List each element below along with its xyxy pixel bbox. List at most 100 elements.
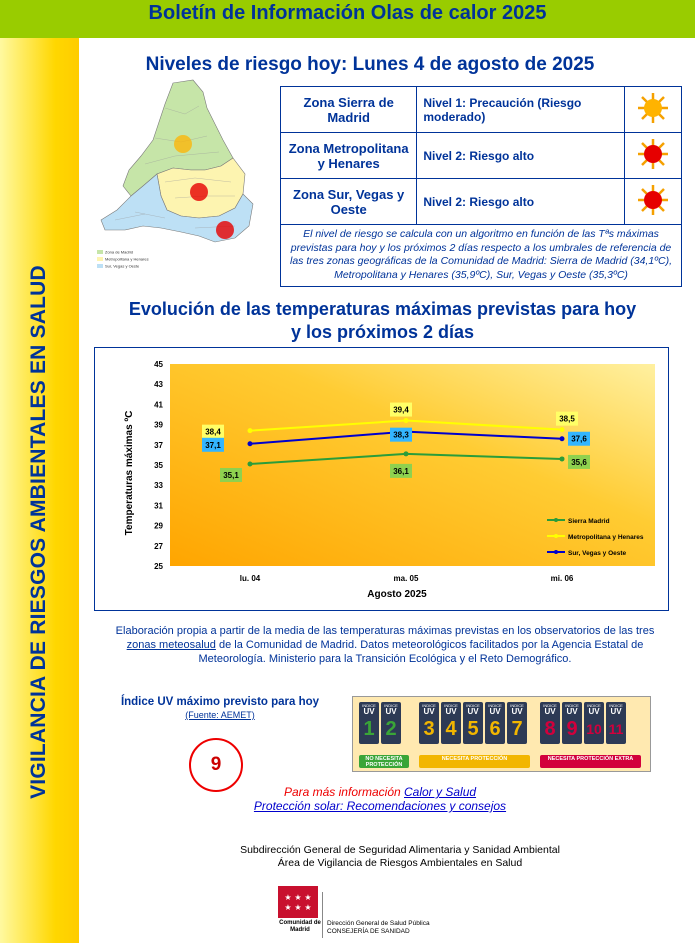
uv-tile-number: 5 [467, 718, 479, 740]
uv-tile-number: 7 [511, 718, 523, 740]
data-point [403, 451, 409, 457]
chart-title-line2: y los próximos 2 días [290, 322, 475, 342]
header-bar: Boletín de Información Olas de calor 202… [0, 0, 695, 38]
uv-tile-number: 9 [566, 718, 578, 740]
uv-tile-tag: INDICE [543, 703, 557, 708]
y-tick-label: 31 [154, 501, 163, 510]
y-tick-label: 35 [154, 461, 163, 470]
sidebar-vertical-title: VIGILANCIA DE RIESGOS AMBIENTALES EN SAL… [21, 234, 57, 830]
data-point [247, 461, 253, 467]
chart-caption: Elaboración propia a partir de la media … [110, 624, 660, 666]
uv-tile-uv: UV [489, 707, 501, 716]
footer-department: Subdirección General de Seguridad Alimen… [200, 844, 600, 870]
uv-tile: INDICE UV 7 [507, 702, 527, 744]
sidebar-vertical-text: VIGILANCIA DE RIESGOS AMBIENTALES EN SAL… [27, 265, 50, 799]
data-point [403, 418, 409, 424]
y-tick-label: 39 [154, 421, 163, 430]
y-tick-label: 41 [154, 400, 163, 409]
data-label-box [220, 467, 242, 482]
risk-note: El nivel de riesgo se calcula con un alg… [280, 224, 682, 287]
x-tick-label: lu. 04 [240, 574, 261, 583]
uv-group-label: NECESITA PROTECCIÓN EXTRA [540, 755, 641, 768]
data-label-box [390, 427, 412, 442]
caption-link-zonas[interactable]: zonas meteosalud [126, 639, 216, 651]
stars-icon: ★ ★ ★ ★ ★ ★ [284, 893, 311, 912]
uv-group: INDICE UV 1 INDICE UV 2 NO NECESITA PROTECCIÓN [356, 700, 412, 770]
uv-source-link[interactable]: (Fuente: AEMET) [185, 710, 255, 720]
link-calor-salud[interactable]: Calor y Salud [404, 785, 477, 799]
dg-line1: Dirección General de Salud Pública [327, 920, 430, 927]
bulletin-title: Boletín de Información Olas de calor 202… [148, 2, 547, 24]
footer-line2: Área de Vigilancia de Riesgos Ambientale… [277, 857, 523, 869]
uv-tile: INDICE UV 1 [359, 702, 379, 744]
uv-tile: INDICE UV 2 [381, 702, 401, 744]
temperature-chart-box: 25 27 29 31 33 35 37 39 41 43 45 lu. 04 ma. 05 mi. 0… [94, 347, 669, 611]
more-info: Para más información Calor y Salud Prote… [230, 785, 530, 813]
caption-part2: de la Comunidad de Madrid. Datos meteoro… [198, 639, 644, 665]
data-label: 38,4 [205, 428, 221, 437]
legend-label: Metropolitana y Henares [568, 534, 644, 541]
uv-tile-number: 2 [385, 718, 397, 740]
uv-tile-number: 3 [423, 718, 435, 740]
zone-name: Zona Metropolitana y Henares [279, 132, 418, 179]
map-legend-metro: Metropolitana y Henares [105, 257, 149, 262]
zone-level: Nivel 2: Riesgo alto [416, 178, 625, 225]
uv-tile: INDICE UV 10 [584, 702, 604, 744]
risk-levels-table: Zona Sierra de Madrid Nivel 1: Precaució… [279, 86, 683, 287]
data-label: 39,4 [393, 406, 409, 415]
uv-group-label: NECESITA PROTECCIÓN [419, 755, 530, 768]
data-label: 35,6 [571, 458, 587, 467]
uv-tile-number: 4 [445, 718, 457, 740]
uv-tile-uv: UV [385, 707, 397, 716]
uv-tile-uv: UV [544, 707, 556, 716]
y-tick-label: 43 [154, 380, 163, 389]
risk-levels-title: Niveles de riesgo hoy: Lunes 4 de agosto… [145, 54, 595, 75]
comunidad-madrid-logo: ★ ★ ★ ★ ★ ★ Comunidad de Madrid [278, 886, 322, 941]
data-label-box [202, 424, 224, 439]
uv-tile: INDICE UV 9 [562, 702, 582, 744]
map-legend-sur: Sur, Vegas y Oeste [105, 264, 140, 269]
data-label: 38,3 [393, 431, 409, 440]
sidebar-band [0, 38, 79, 943]
data-label-box [390, 402, 412, 417]
risk-row-sur: Zona Sur, Vegas y Oeste Nivel 2: Riesgo … [279, 178, 683, 225]
y-tick-label: 33 [154, 481, 163, 490]
uv-scale-legend: INDICE UV 1 INDICE UV 2 NO NECESITA PROTECCIÓN… [352, 696, 651, 772]
chart-ylabel: Temperaturas máximas ºC [124, 411, 135, 536]
legend-marker [554, 550, 558, 554]
chart-title-line1: Evolución de las temperaturas máximas pr… [128, 299, 637, 319]
y-tick-label: 27 [154, 542, 163, 551]
svg-text:★: ★ [304, 893, 311, 902]
uv-tile-number: 10 [586, 721, 602, 737]
uv-group-label: NO NECESITA PROTECCIÓN [359, 755, 409, 768]
legend-label: Sur, Vegas y Oeste [568, 550, 627, 557]
data-label: 35,1 [223, 471, 239, 480]
sun-icon [637, 93, 668, 123]
uv-tile-uv: UV [588, 707, 600, 716]
data-point [559, 427, 565, 433]
uv-tile-uv: UV [467, 707, 479, 716]
svg-text:★: ★ [284, 903, 291, 912]
uv-tile-number: 11 [608, 721, 624, 737]
uv-tile-tag: INDICE [444, 703, 458, 708]
svg-text:★: ★ [304, 903, 311, 912]
temperature-chart: 25 27 29 31 33 35 37 39 41 43 45 lu. 04 ma. 05 mi. 0… [124, 360, 655, 600]
footer-line1: Subdirección General de Seguridad Alimen… [240, 844, 560, 856]
risk-note-row: El nivel de riesgo se calcula con un alg… [280, 224, 682, 287]
map-marker-sierra [174, 135, 192, 153]
dg-line2: CONSEJERÍA DE SANIDAD [327, 928, 410, 935]
uv-tile-number: 6 [489, 718, 501, 740]
y-tick-label: 45 [154, 360, 163, 369]
zone-level: Nivel 2: Riesgo alto [416, 132, 625, 179]
link-proteccion-solar[interactable]: Protección solar: Recomendaciones y cons… [253, 799, 507, 813]
uv-tile-tag: INDICE [510, 703, 524, 708]
madrid-zones-map: Zona de Madrid Metropolitana y Henares S… [97, 79, 254, 269]
uv-tile-tag: INDICE [609, 703, 623, 708]
uv-value-badge: 9 [189, 738, 243, 792]
data-label: 36,1 [393, 467, 409, 476]
map-zone-sur [100, 173, 254, 243]
data-label: 37,1 [205, 441, 221, 450]
data-label-box [390, 463, 412, 478]
uv-tile-number: 8 [544, 718, 556, 740]
risk-row-sierra: Zona Sierra de Madrid Nivel 1: Precaució… [279, 86, 683, 133]
